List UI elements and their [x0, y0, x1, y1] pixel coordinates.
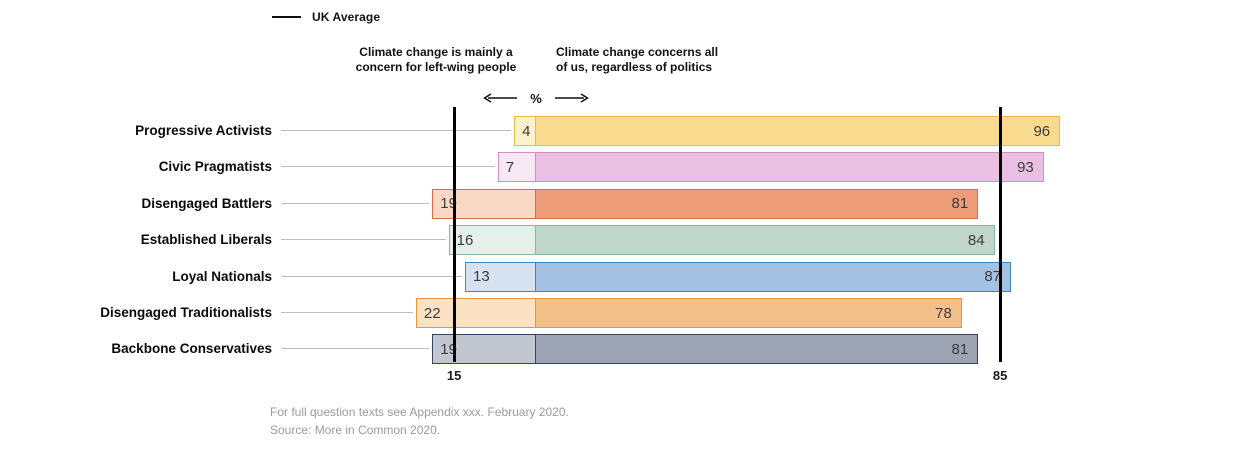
- leader-line: [281, 312, 413, 313]
- axis-label-15: 15: [446, 368, 462, 383]
- left-statement-header: Climate change is mainly a concern for l…: [346, 45, 526, 75]
- bar-left-segment: 16: [448, 225, 536, 256]
- right-value: 81: [951, 340, 969, 358]
- bar-left-segment: 4: [514, 116, 536, 146]
- left-value: 13: [473, 268, 490, 286]
- category-label-disengaged-battlers: Disengaged Battlers: [141, 195, 272, 211]
- uk-average-line-left: [452, 107, 456, 362]
- bar-disengaged-traditionalists: 22 78: [415, 298, 962, 328]
- bar-progressive-activists: 4 96: [514, 116, 1061, 146]
- left-value: 16: [456, 231, 474, 249]
- bar-right-segment: 81: [535, 188, 979, 219]
- leader-line: [281, 202, 430, 204]
- left-value: 7: [505, 158, 515, 176]
- percent-axis: %: [456, 90, 616, 106]
- bar-right-segment: 87: [535, 261, 1011, 292]
- leader-line: [281, 239, 446, 241]
- category-label-established-liberals: Established Liberals: [140, 232, 272, 248]
- uk-average-line-right: [998, 107, 1002, 362]
- legend-label: UK Average: [312, 10, 381, 24]
- category-label-civic-pragmatists: Civic Pragmatists: [158, 159, 272, 175]
- category-label-disengaged-traditionalists: Disengaged Traditionalists: [100, 305, 272, 320]
- bar-civic-pragmatists: 7 93: [497, 152, 1044, 183]
- bar-left-segment: 7: [497, 152, 536, 183]
- category-label-backbone-conservatives: Backbone Conservatives: [111, 341, 272, 357]
- axis-label-85: 85: [992, 368, 1008, 383]
- right-value: 96: [1033, 122, 1051, 140]
- bar-left-segment: 22: [415, 298, 536, 328]
- bar-loyal-nationals: 13 87: [465, 261, 1011, 292]
- category-label-loyal-nationals: Loyal Nationals: [172, 268, 272, 284]
- right-value: 78: [935, 304, 952, 322]
- arrow-left-icon: [483, 93, 518, 103]
- leader-line: [281, 130, 512, 131]
- bar-established-liberals: 16 84: [448, 225, 995, 256]
- bar-right-segment: 81: [535, 334, 979, 365]
- bar-left-segment: 19: [432, 188, 536, 219]
- bar-right-segment: 84: [535, 225, 995, 256]
- category-label-progressive-activists: Progressive Activists: [135, 123, 272, 138]
- bar-right-segment: 78: [535, 298, 962, 328]
- right-value: 87: [984, 268, 1001, 286]
- left-statement-line1: Climate change is mainly a: [359, 45, 513, 59]
- leader-line: [281, 348, 430, 350]
- footer-note: For full question texts see Appendix xxx…: [270, 404, 569, 439]
- bar-left-segment: 19: [432, 334, 536, 365]
- bar-left-segment: 13: [465, 261, 536, 292]
- bar-right-segment: 93: [535, 152, 1044, 183]
- right-value: 81: [951, 195, 969, 213]
- right-value: 84: [967, 231, 985, 249]
- footer-line1: For full question texts see Appendix xxx…: [270, 405, 569, 419]
- bar-backbone-conservatives: 19 81: [432, 334, 979, 365]
- left-statement-line2: concern for left-wing people: [355, 60, 517, 74]
- right-value: 93: [1017, 158, 1034, 176]
- footer-line2: Source: More in Common 2020.: [270, 422, 441, 437]
- right-statement-line2: of us, regardless of politics: [556, 60, 713, 74]
- arrow-right-icon: [554, 93, 589, 103]
- right-statement-header: Climate change concerns all of us, regar…: [556, 45, 766, 75]
- left-value: 22: [423, 304, 441, 322]
- leader-line: [281, 275, 463, 277]
- legend: UK Average: [272, 10, 380, 24]
- uk-average-line-swatch: [272, 16, 301, 18]
- leader-line: [281, 166, 495, 168]
- left-value: 4: [522, 122, 531, 140]
- percent-label: %: [530, 90, 542, 106]
- bar-right-segment: 96: [535, 116, 1061, 146]
- bar-disengaged-battlers: 19 81: [432, 188, 979, 219]
- right-statement-line1: Climate change concerns all: [556, 45, 719, 59]
